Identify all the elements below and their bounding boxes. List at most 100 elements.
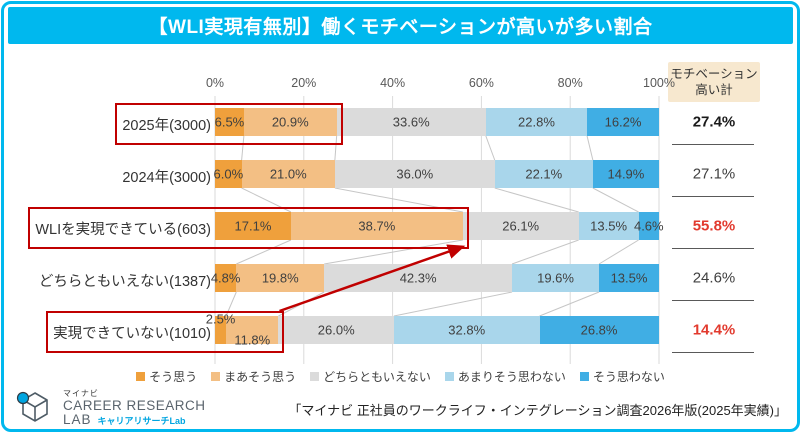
- bar-segment: [638, 212, 659, 240]
- row-label: どちらともいえない(1387): [0, 270, 211, 291]
- segment-value-label: 19.8%: [261, 270, 299, 286]
- bar-segment: [494, 160, 593, 188]
- segment-value-label: 4.6%: [633, 218, 664, 234]
- segment-value-label: 38.7%: [358, 218, 396, 234]
- legend-item: そう思わない: [579, 368, 665, 385]
- bar-segment: [226, 316, 279, 344]
- logo-line2: LAB キャリアリサーチLab: [63, 411, 206, 427]
- axis-tick-label: 60%: [468, 76, 494, 90]
- segment-value-label: 26.8%: [580, 322, 618, 338]
- summary-value: 55.8%: [692, 217, 736, 235]
- row-label: 2025年(3000): [0, 114, 211, 135]
- legend-item: そう思う: [136, 368, 197, 385]
- bar-segment: [215, 212, 291, 240]
- segment-value-label: 20.9%: [271, 114, 309, 130]
- legend-swatch: [579, 372, 589, 381]
- legend-swatch: [444, 372, 454, 381]
- bar-segment: [215, 316, 227, 344]
- row-label-text: 2025年(3000): [122, 118, 211, 134]
- axis-tick-label: 20%: [291, 76, 317, 90]
- row-label: 2024年(3000): [0, 166, 211, 187]
- bar-segment: [539, 316, 659, 344]
- career-research-lab-logo: マイナビ CAREER RESEARCH LAB キャリアリサーチLab: [14, 385, 206, 432]
- segment-value-label: 6.0%: [213, 166, 244, 182]
- segment-value-label: 21.0%: [269, 166, 307, 182]
- row-label-text: どちらともいえない(1387): [38, 274, 211, 290]
- highlight-box: [28, 207, 469, 249]
- summary-divider-line: [672, 300, 754, 301]
- segment-value-label: 17.1%: [234, 218, 272, 234]
- legend-swatch: [310, 372, 320, 381]
- bar-segment: [215, 160, 242, 188]
- summary-divider-line: [672, 248, 754, 249]
- bar-segment: [334, 160, 495, 188]
- bar-segment: [512, 264, 600, 292]
- bar-segment: [578, 212, 639, 240]
- cube-logo-icon: [14, 385, 56, 432]
- title-bar: 【WLI実現有無別】働くモチベーションが高いが多い割合: [8, 7, 793, 44]
- segment-value-label: 22.1%: [525, 166, 563, 182]
- axis-tick-label: 40%: [380, 76, 406, 90]
- segment-value-label: 22.8%: [518, 114, 555, 130]
- segment-value-label: 42.3%: [399, 270, 437, 286]
- bar-segment: [336, 108, 486, 136]
- bar-segment: [599, 264, 659, 292]
- legend-item: まあそう思う: [211, 368, 296, 385]
- bar-segment: [393, 316, 540, 344]
- segment-value-label: 13.5%: [590, 218, 628, 234]
- source-citation: 「マイナビ 正社員のワークライフ・インテグレーション調査2026年版(2025年…: [288, 403, 787, 418]
- logo-brand-small: マイナビ: [63, 389, 99, 399]
- row-label: 実現できていない(1010): [0, 322, 211, 343]
- legend-item: あまりそう思わない: [444, 368, 566, 385]
- segment-value-label: 33.6%: [392, 114, 430, 130]
- bar-segment: [215, 264, 237, 292]
- axis-tick-label: 80%: [557, 76, 583, 90]
- legend-swatch: [211, 372, 221, 381]
- legend-label: どちらともいえない: [323, 370, 431, 384]
- logo-line1: CAREER RESEARCH: [63, 397, 206, 413]
- segment-value-label: 11.8%: [234, 332, 271, 348]
- chart-legend: そう思う まあそう思う どちらともいえない あまりそう思わない そう思わない: [0, 368, 801, 385]
- row-label: WLIを実現できている(603): [0, 218, 211, 239]
- summary-value: 27.1%: [692, 165, 736, 183]
- segment-value-label: 32.8%: [448, 322, 486, 338]
- bar-segment: [241, 160, 335, 188]
- bar-segment: [462, 212, 579, 240]
- row-label-text: 実現できていない(1010): [53, 326, 211, 342]
- bar-segment: [278, 316, 394, 344]
- segment-value-label: 26.0%: [317, 322, 355, 338]
- summary-value: 14.4%: [692, 321, 736, 339]
- segment-value-label: 6.5%: [214, 114, 245, 130]
- bar-segment: [243, 108, 337, 136]
- segment-value-label: 4.8%: [210, 270, 241, 286]
- page-title: 【WLI実現有無別】働くモチベーションが高いが多い割合: [148, 17, 653, 38]
- summary-column-header: モチベーション高い計: [668, 62, 760, 102]
- bar-segment: [290, 212, 463, 240]
- highlight-box: [46, 311, 285, 353]
- legend-label: まあそう思う: [224, 370, 297, 384]
- segment-value-label: 19.6%: [537, 270, 574, 286]
- legend-label: そう思う: [149, 370, 198, 384]
- segment-value-label: 14.9%: [607, 166, 645, 182]
- legend-swatch: [136, 372, 146, 381]
- summary-divider-line: [672, 196, 754, 197]
- logo-text: マイナビ CAREER RESEARCH LAB キャリアリサーチLab: [63, 389, 206, 427]
- segment-value-label: 36.0%: [396, 166, 434, 182]
- segment-value-label: 13.5%: [610, 270, 648, 286]
- summary-value: 24.6%: [692, 269, 736, 287]
- bar-segment: [592, 160, 659, 188]
- axis-tick-label: 100%: [643, 76, 675, 90]
- axis-tick-label: 0%: [205, 76, 225, 90]
- summary-value: 27.4%: [692, 113, 736, 131]
- logo-katakana-sub: キャリアリサーチLab: [97, 415, 186, 426]
- summary-divider-line: [672, 352, 754, 353]
- legend-item: どちらともいえない: [310, 368, 431, 385]
- legend-label: そう思わない: [592, 370, 665, 384]
- segment-value-label: 16.2%: [604, 114, 642, 130]
- legend-label: あまりそう思わない: [457, 370, 566, 384]
- segment-value-label: 26.1%: [502, 218, 540, 234]
- logo-lab: LAB: [63, 411, 92, 427]
- row-label-text: WLIを実現できている(603): [35, 222, 211, 238]
- summary-divider-line: [672, 144, 754, 145]
